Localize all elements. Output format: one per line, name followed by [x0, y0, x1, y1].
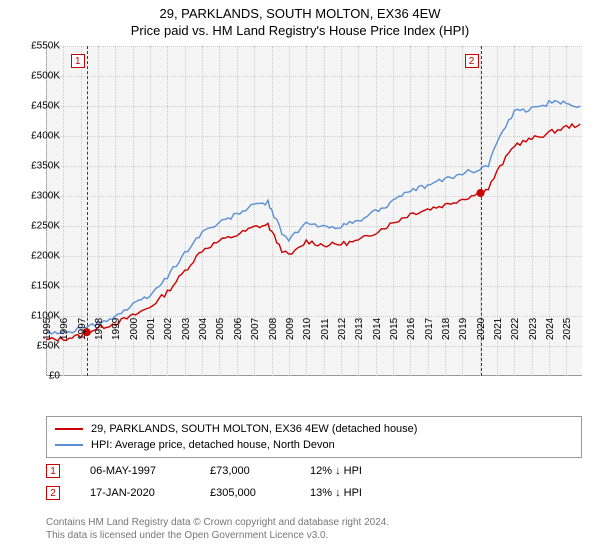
- x-axis-label: 2022: [510, 318, 521, 340]
- sale-delta-vs-hpi: 13% ↓ HPI: [310, 487, 400, 499]
- footer-line-2: This data is licensed under the Open Gov…: [46, 529, 582, 542]
- sales-history: 1 06-MAY-1997 £73,000 12% ↓ HPI 2 17-JAN-2020…: [46, 460, 582, 504]
- legend-swatch: [55, 428, 83, 430]
- x-axis-label: 2005: [215, 318, 226, 340]
- sale-badge: 2: [46, 486, 60, 500]
- x-axis-label: 2012: [337, 318, 348, 340]
- x-axis-label: 2008: [268, 318, 279, 340]
- series-property: [46, 124, 580, 341]
- x-axis-label: 2011: [320, 318, 331, 340]
- x-axis-label: 2018: [441, 318, 452, 340]
- legend-item: 29, PARKLANDS, SOUTH MOLTON, EX36 4EW (d…: [55, 421, 573, 437]
- y-axis-label: £0: [49, 371, 60, 382]
- x-axis-label: 2002: [163, 318, 174, 340]
- x-axis-label: 2009: [285, 318, 296, 340]
- legend-item: HPI: Average price, detached house, Nort…: [55, 437, 573, 453]
- x-axis-label: 2016: [406, 318, 417, 340]
- x-axis-label: 2001: [146, 318, 157, 340]
- y-axis-label: £400K: [31, 131, 60, 142]
- x-axis-label: 2014: [372, 318, 383, 340]
- sale-badge: 1: [46, 464, 60, 478]
- y-axis-label: £500K: [31, 71, 60, 82]
- x-axis-label: 2015: [389, 318, 400, 340]
- y-axis-label: £350K: [31, 161, 60, 172]
- footer-line-1: Contains HM Land Registry data © Crown c…: [46, 516, 582, 529]
- x-axis-label: 2007: [250, 318, 261, 340]
- x-axis-label: 1996: [59, 318, 70, 340]
- x-axis-label: 1998: [94, 318, 105, 340]
- x-axis-label: 2006: [233, 318, 244, 340]
- sale-delta-vs-hpi: 12% ↓ HPI: [310, 465, 400, 477]
- x-axis-label: 1997: [77, 318, 88, 340]
- sale-point: [477, 190, 484, 197]
- x-axis-label: 2000: [129, 318, 140, 340]
- y-axis-label: £450K: [31, 101, 60, 112]
- x-axis-label: 2024: [545, 318, 556, 340]
- title-line-1: 29, PARKLANDS, SOUTH MOLTON, EX36 4EW: [0, 6, 600, 21]
- x-axis-label: 2019: [458, 318, 469, 340]
- sale-date: 17-JAN-2020: [90, 487, 180, 499]
- x-axis-label: 2010: [302, 318, 313, 340]
- y-axis-label: £200K: [31, 251, 60, 262]
- y-axis-label: £150K: [31, 281, 60, 292]
- y-axis-label: £250K: [31, 221, 60, 232]
- sale-price: £73,000: [210, 465, 280, 477]
- x-axis-label: 1995: [42, 318, 53, 340]
- legend-label: HPI: Average price, detached house, Nort…: [91, 437, 335, 453]
- x-axis-label: 2023: [528, 318, 539, 340]
- x-axis-label: 2004: [198, 318, 209, 340]
- footer-licence: Contains HM Land Registry data © Crown c…: [46, 516, 582, 542]
- legend: 29, PARKLANDS, SOUTH MOLTON, EX36 4EW (d…: [46, 416, 582, 458]
- y-axis-label: £50K: [37, 341, 60, 352]
- legend-swatch: [55, 444, 83, 446]
- x-axis-label: 2003: [181, 318, 192, 340]
- sale-price: £305,000: [210, 487, 280, 499]
- title-line-2: Price paid vs. HM Land Registry's House …: [0, 23, 600, 38]
- x-axis-label: 2013: [354, 318, 365, 340]
- sale-date: 06-MAY-1997: [90, 465, 180, 477]
- y-axis-label: £550K: [31, 41, 60, 52]
- x-axis-label: 2017: [424, 318, 435, 340]
- legend-label: 29, PARKLANDS, SOUTH MOLTON, EX36 4EW (d…: [91, 421, 417, 437]
- y-axis-label: £300K: [31, 191, 60, 202]
- x-axis-label: 2025: [562, 318, 573, 340]
- sale-row: 1 06-MAY-1997 £73,000 12% ↓ HPI: [46, 460, 582, 482]
- x-axis-label: 1999: [111, 318, 122, 340]
- series-hpi: [46, 101, 580, 334]
- sale-row: 2 17-JAN-2020 £305,000 13% ↓ HPI: [46, 482, 582, 504]
- chart-title-block: 29, PARKLANDS, SOUTH MOLTON, EX36 4EW Pr…: [0, 0, 600, 38]
- x-axis-label: 2020: [476, 318, 487, 340]
- x-axis-label: 2021: [493, 318, 504, 340]
